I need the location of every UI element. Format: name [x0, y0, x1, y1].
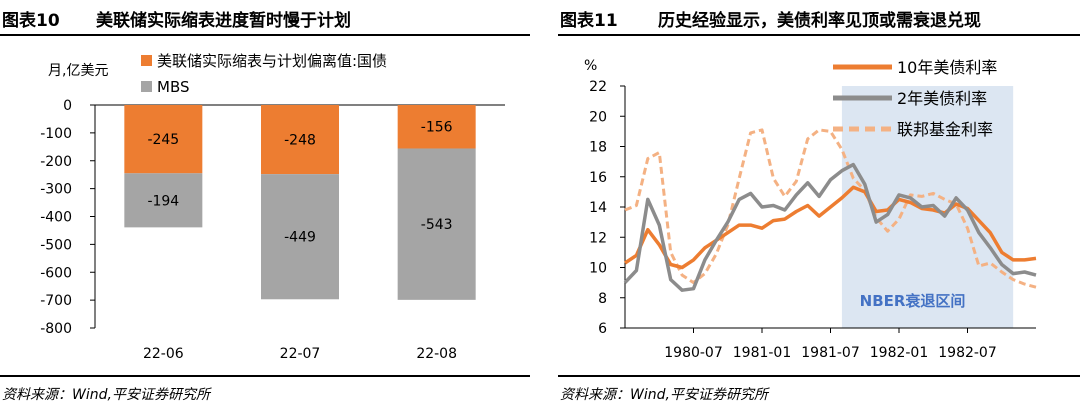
y-tick-label: -800 — [40, 321, 72, 337]
data-label: -156 — [421, 120, 453, 136]
right-figure-panel: 图表11 历史经验显示，美债利率见顶或需衰退兑现 NBER衰退区间% 6 8 10 12… — [558, 0, 1080, 411]
bar-treasury — [124, 105, 203, 174]
right-figure-number: 图表11 — [560, 11, 618, 31]
y-tick-label: -400 — [40, 210, 72, 226]
y-tick-label: 14 — [589, 200, 607, 216]
y-tick-label: 12 — [589, 230, 607, 246]
right-source-note: 资料来源：Wind,平安证券研究所 — [560, 387, 768, 403]
y-tick-label: 16 — [589, 170, 607, 186]
y-tick-label: -200 — [40, 154, 72, 170]
x-tick-label: 1982-01 — [870, 345, 929, 361]
y-tick-label: -600 — [40, 265, 72, 281]
y-tick-label: 6 — [598, 321, 607, 337]
x-tick-label: 1981-01 — [733, 345, 792, 361]
y-tick-label: 8 — [598, 291, 607, 307]
y-tick-label: -700 — [40, 293, 72, 309]
data-label: -194 — [147, 193, 179, 209]
data-label: -245 — [147, 132, 179, 148]
y-unit-label: % — [584, 58, 597, 74]
data-label: -449 — [284, 230, 316, 246]
y-tick-label: 18 — [589, 140, 607, 156]
y-tick-label: -300 — [40, 182, 72, 198]
bar-mbs — [124, 173, 203, 228]
legend-swatch — [141, 81, 152, 92]
left-figure-panel: 图表10 美联储实际缩表进度暂时慢于计划 月,亿美元 美联储实际缩表与计划偏离值:… — [0, 0, 530, 411]
left-source-bar: 资料来源：Wind,平安证券研究所 — [0, 375, 530, 411]
right-title-bar: 图表11 历史经验显示，美债利率见顶或需衰退兑现 — [558, 0, 1080, 36]
left-bar-chart: 月,亿美元 美联储实际缩表与计划偏离值:国债 MBS 0 -100 -200 -300 -40… — [40, 52, 505, 362]
left-source-note: 资料来源：Wind,平安证券研究所 — [2, 387, 210, 403]
bar-mbs — [261, 174, 339, 300]
x-tick-label: 1980-07 — [664, 345, 723, 361]
y-tick-label: -100 — [40, 126, 72, 142]
legend-swatch — [141, 55, 152, 66]
x-tick-label: 22-08 — [416, 346, 457, 362]
legend-label: 联邦基金利率 — [897, 120, 993, 139]
bar-treasury — [397, 105, 476, 149]
x-tick-label: 22-06 — [143, 346, 184, 362]
recession-label: NBER衰退区间 — [860, 292, 966, 310]
data-label: -543 — [421, 217, 453, 233]
x-tick-label: 1981-07 — [801, 345, 860, 361]
right-source-bar: 资料来源：Wind,平安证券研究所 — [558, 375, 1080, 411]
bar-mbs — [397, 148, 476, 300]
left-figure-title: 美联储实际缩表进度暂时慢于计划 — [96, 11, 351, 31]
right-figure-title: 历史经验显示，美债利率见顶或需衰退兑现 — [658, 11, 981, 31]
legend-label: MBS — [157, 78, 190, 96]
y-tick-label: -500 — [40, 237, 72, 253]
x-tick-label: 22-07 — [280, 346, 321, 362]
y-tick-label: 20 — [589, 109, 607, 125]
legend-label: 美联储实际缩表与计划偏离值:国债 — [157, 52, 387, 70]
y-tick-label: 10 — [589, 261, 607, 277]
left-title-bar: 图表10 美联储实际缩表进度暂时慢于计划 — [0, 0, 530, 36]
line-2y-treasury — [623, 162, 1037, 292]
bar-treasury — [261, 105, 339, 175]
right-line-chart: NBER衰退区间% 6 8 10 12 14 16 18 20 22 1980-07 1981-01 1… — [584, 58, 1037, 361]
legend-label: 2年美债利率 — [897, 89, 987, 108]
legend-label: 10年美债利率 — [897, 58, 997, 77]
line-fed-funds — [624, 128, 1037, 289]
y-tick-label: 0 — [63, 98, 72, 114]
y-tick-label: 22 — [589, 79, 607, 95]
x-tick-label: 1982-07 — [938, 345, 997, 361]
data-label: -248 — [284, 133, 316, 149]
left-figure-number: 图表10 — [2, 11, 60, 31]
y-unit-label: 月,亿美元 — [48, 63, 108, 79]
